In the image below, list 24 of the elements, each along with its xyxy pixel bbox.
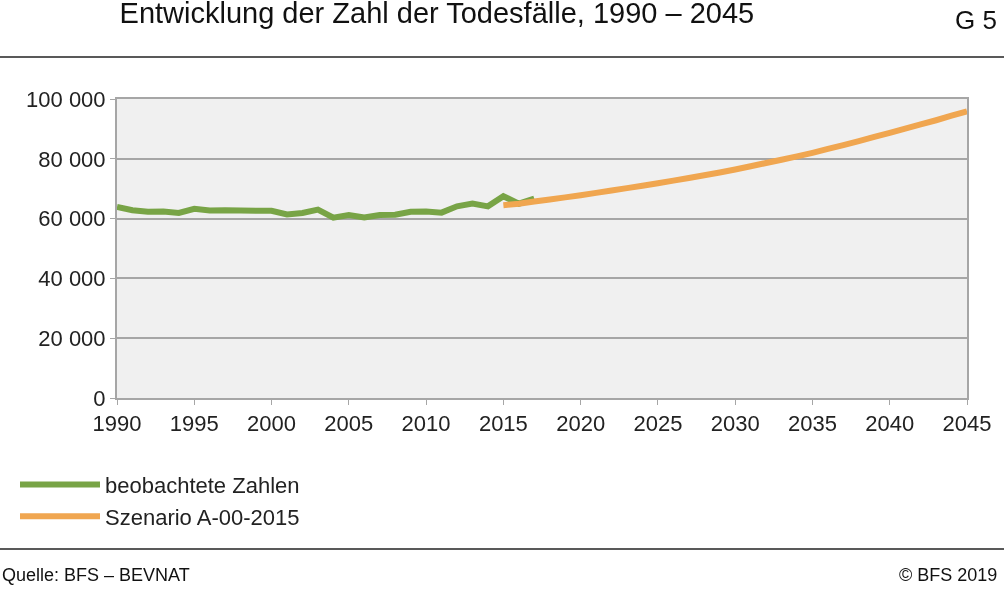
text: G 5 <box>955 5 997 35</box>
x-tick-label: 2025 <box>633 411 683 437</box>
y-tick-label: 40 000 <box>38 266 106 292</box>
source-note: Quelle: BFS – BEVNAT <box>2 565 190 585</box>
y-tick-label: 80 000 <box>38 146 106 172</box>
x-tick-label: 2045 <box>942 411 992 437</box>
x-tick-label: 2030 <box>710 411 760 437</box>
x-tick-label: 2020 <box>556 411 606 437</box>
x-tick-label: 2040 <box>865 411 915 437</box>
y-tick-label: 60 000 <box>38 206 106 232</box>
x-tick-label: 2005 <box>324 411 374 437</box>
legend-label: Szenario A-00-2015 <box>105 504 300 530</box>
y-tick-label: 20 000 <box>38 325 106 351</box>
x-tick-label: 2035 <box>787 411 837 437</box>
chart-title: Entwicklung der Zahl der Todesfälle, 1990 – 2045 <box>119 0 755 30</box>
x-tick-label: 1995 <box>169 411 219 437</box>
x-tick-label: 2010 <box>401 411 451 437</box>
text: © BFS 2019 <box>899 565 998 585</box>
y-tick-label: 0 <box>93 385 106 411</box>
x-tick-label: 1990 <box>92 411 142 437</box>
y-tick-label: 100 000 <box>26 86 106 112</box>
x-tick-label: 2015 <box>478 411 528 437</box>
legend-label: beobachtete Zahlen <box>105 473 300 499</box>
x-tick-label: 2000 <box>247 411 297 437</box>
